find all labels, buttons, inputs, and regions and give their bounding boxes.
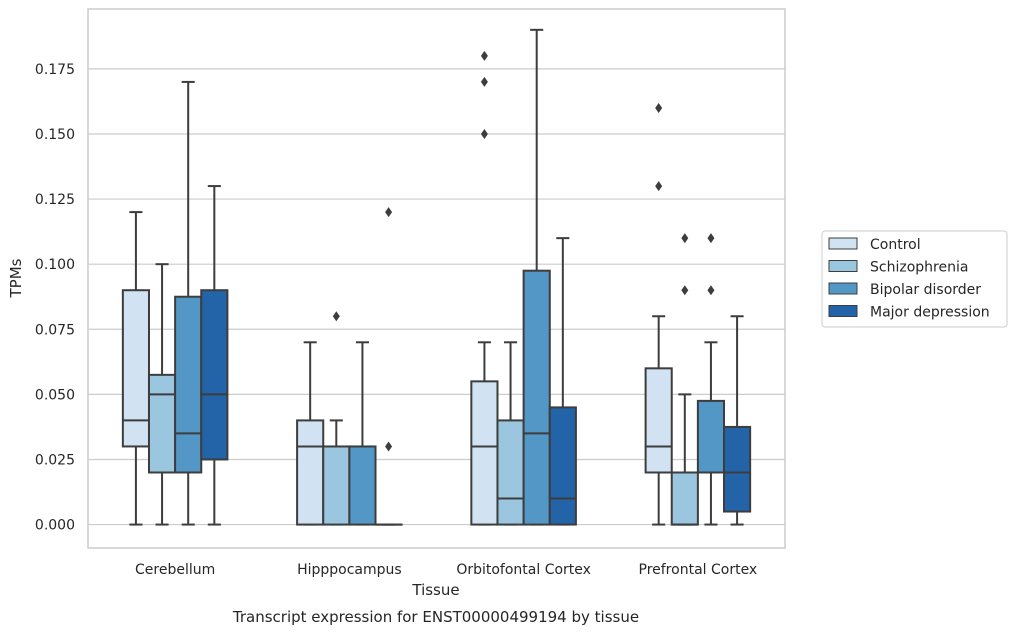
box-major-depression: [548, 237, 577, 526]
box-iqr: [322, 445, 351, 526]
box-iqr: [548, 406, 577, 526]
box-iqr: [121, 289, 150, 448]
legend-swatch: [828, 260, 858, 272]
y-tick-label: 0.125: [35, 192, 75, 208]
box-iqr: [174, 295, 203, 474]
y-tick-label: 0.100: [35, 257, 75, 273]
box-iqr: [723, 425, 752, 513]
outlier-point: [480, 76, 488, 87]
box-iqr: [696, 399, 726, 474]
box-iqr: [496, 419, 525, 526]
box-bipolar-disorder: [174, 80, 203, 526]
y-tick-label: 0.000: [35, 518, 75, 534]
y-tick-label: 0.025: [35, 452, 75, 468]
x-tick-labels: Cerebellum Hipppocampus Orbitofontal Corte…: [135, 562, 757, 578]
box-major-depression: [723, 315, 752, 526]
box-iqr: [296, 419, 325, 526]
box-schizophrenia: [147, 263, 177, 526]
outlier-point: [707, 233, 715, 244]
y-axis-title: TPMs: [7, 258, 25, 298]
box-iqr: [644, 367, 673, 474]
box-iqr: [522, 269, 551, 526]
box-schizophrenia: [322, 311, 351, 526]
y-tick-label: 0.050: [35, 387, 75, 403]
x-tick-label: Prefrontal Cortex: [639, 562, 758, 578]
box-schizophrenia: [670, 233, 699, 526]
outlier-point: [385, 207, 393, 218]
y-tick-label: 0.150: [35, 127, 75, 143]
box-control: [644, 102, 673, 526]
box-major-depression: [374, 207, 403, 526]
box-bipolar-disorder: [696, 233, 726, 526]
y-tick-label: 0.075: [35, 322, 75, 338]
legend-label: Major depression: [870, 305, 990, 321]
outlier-point: [332, 311, 340, 322]
box-series: [121, 28, 752, 526]
box-control: [121, 211, 150, 526]
legend-label: Control: [870, 237, 921, 253]
outlier-point: [681, 233, 689, 244]
box-iqr: [670, 471, 699, 526]
chart-caption: Transcript expression for ENST0000049919…: [232, 608, 639, 626]
outlier-point: [480, 50, 488, 61]
outlier-point: [655, 102, 663, 113]
box-iqr: [200, 289, 229, 461]
plot-frame: [87, 8, 786, 549]
box-iqr: [470, 380, 499, 526]
box-major-depression: [200, 185, 229, 526]
outlier-point: [681, 285, 689, 296]
legend-frame: [821, 230, 1008, 328]
outlier-point: [385, 441, 393, 452]
box-schizophrenia: [496, 341, 525, 526]
box-iqr: [348, 445, 377, 526]
x-tick-label: Orbitofontal Cortex: [456, 562, 591, 578]
x-tick-label: Hipppocampus: [297, 562, 402, 578]
box-control: [296, 341, 325, 526]
y-tick-label: 0.175: [35, 62, 75, 78]
box-control: [470, 50, 499, 526]
box-bipolar-disorder: [522, 28, 551, 526]
legend-label: Bipolar disorder: [870, 282, 981, 298]
x-tick-label: Cerebellum: [135, 562, 215, 578]
legend-label: Schizophrenia: [870, 260, 968, 276]
outlier-point: [480, 128, 488, 139]
y-tick-labels: 0.000 0.025 0.050 0.075 0.100 0.125 0.150 0.175: [35, 62, 75, 534]
legend: Control Schizophrenia Bipolar disorder Majo…: [821, 230, 1008, 328]
x-axis-title: Tissue: [411, 581, 459, 599]
outlier-point: [655, 181, 663, 192]
legend-swatch: [828, 237, 858, 250]
box-bipolar-disorder: [348, 341, 377, 526]
legend-swatch: [828, 305, 858, 317]
box-iqr: [147, 373, 177, 474]
outlier-point: [707, 285, 715, 296]
legend-swatch: [828, 282, 858, 295]
